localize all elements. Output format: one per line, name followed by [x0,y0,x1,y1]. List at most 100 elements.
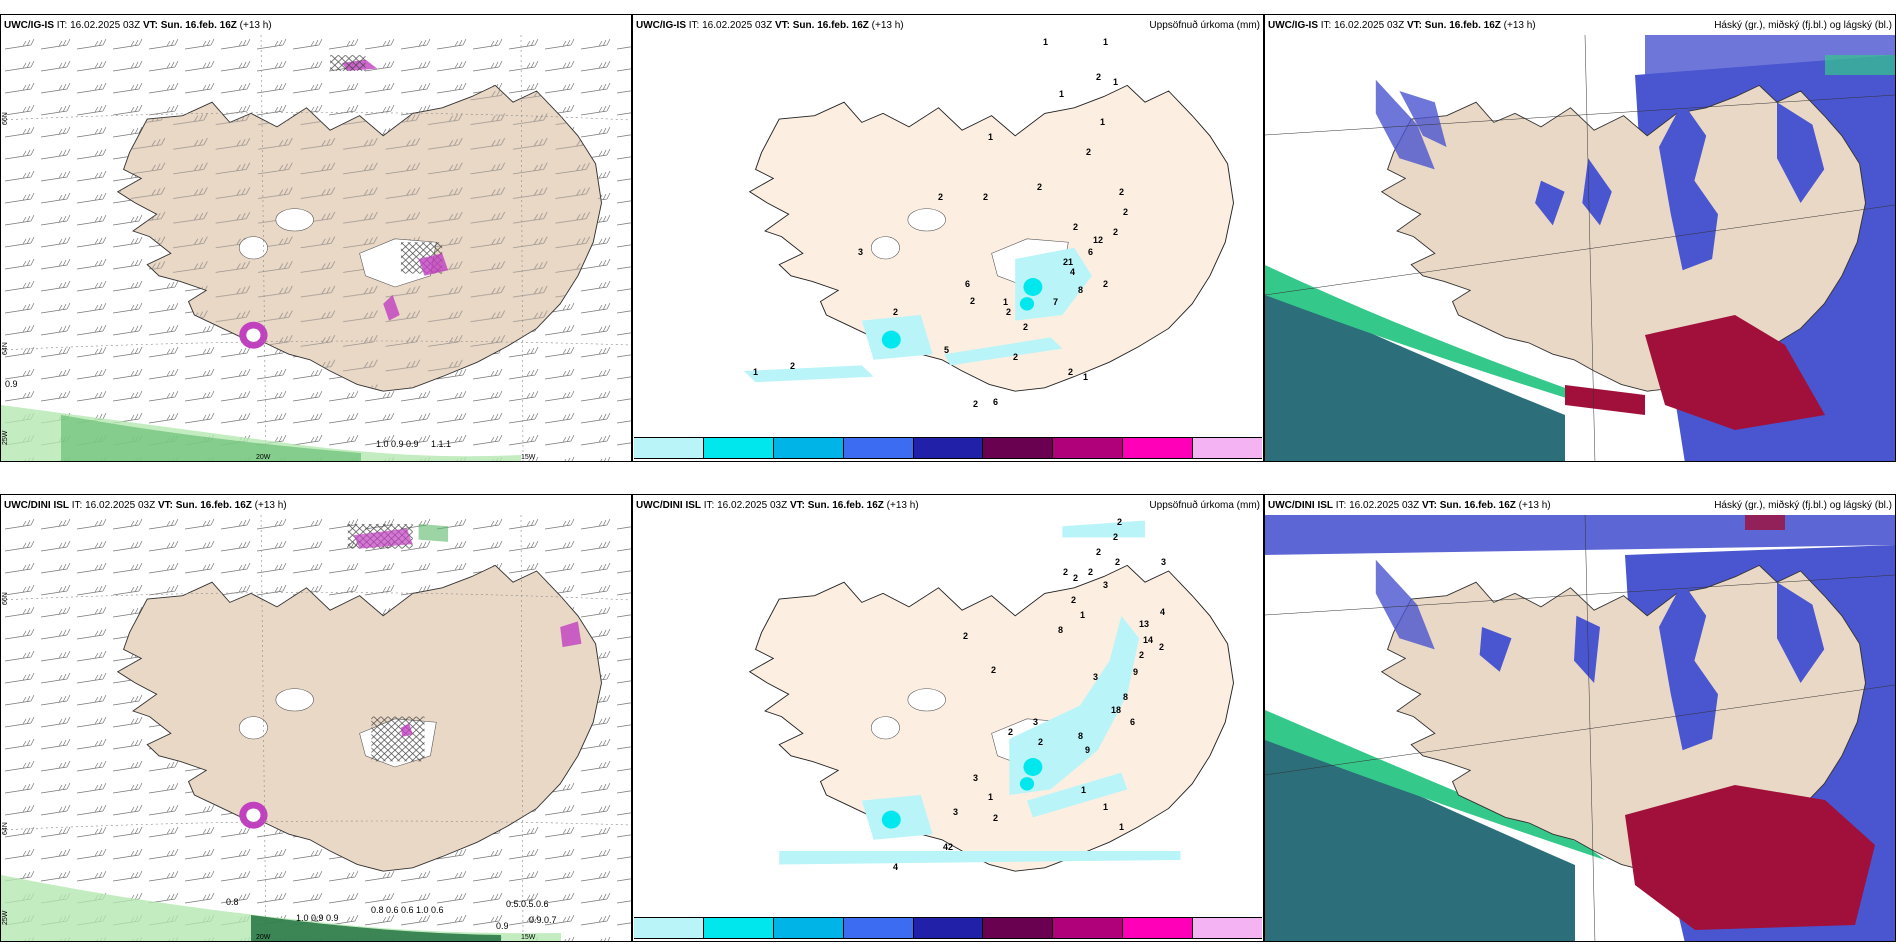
precip-value: 3 [973,773,978,783]
vt-value: Sun. 16.feb. 16Z [1439,500,1516,511]
panel-header: UWC/IG-IS IT: 16.02.2025 03Z VT: Sun. 16… [1268,20,1892,34]
lat-label: 66N [2,592,9,605]
panel-title: Háský (gr.), miðský (fj.bl.) og lágský (… [1714,20,1892,31]
legend-swatch [912,918,983,938]
it-label: IT: [688,20,700,31]
precip-value: 3 [953,807,958,817]
legend-swatch [634,918,703,938]
it-value: 16.02.2025 03Z [85,500,156,511]
lead-time: (+13 h) [1518,500,1551,511]
vt-value: Sun. 16.feb. 16Z [1424,20,1501,31]
precip-value: 1 [988,132,993,142]
precip-value: 2 [938,192,943,202]
precip-value: 2 [790,361,795,371]
precip-value: 2 [1073,222,1078,232]
precip-value: 8 [1078,285,1083,295]
precip-value: 2 [1071,595,1076,605]
it-value: 16.02.2025 03Z [1349,500,1420,511]
panel-header: UWC/DINI ISL IT: 16.02.2025 03Z VT: Sun.… [1268,500,1892,514]
precip-value: 2 [993,813,998,823]
precip-value: 2 [1068,367,1073,377]
precip-value: 6 [1088,247,1093,257]
lat-label: 64N [2,342,9,355]
precip-value: 8 [1058,625,1063,635]
map-area: 2 2 2 2 3 2 2 2 2 3 1 8 4 13 14 2 2 9 3 8 18 9 6 8 2 2 2 2 3 1 3 2 1 3 4 1 1… [633,515,1263,941]
panel-header: UWC/DINI ISL IT: 16.02.2025 03Z VT: Sun.… [636,500,1260,514]
precip-value: 4 [893,862,898,872]
vt-label: VT: [157,500,173,511]
precip-value: 2 [1159,642,1164,652]
it-label: IT: [703,500,715,511]
precip-value: 2 [983,192,988,202]
legend-swatch [772,918,843,938]
precip-value: 5 [944,345,949,355]
it-value: 16.02.2025 03Z [1334,20,1405,31]
precip-value: 2 [893,307,898,317]
legend-swatch [1122,438,1193,458]
bottom-row: UWC/DINI ISL IT: 16.02.2025 03Z VT: Sun.… [0,494,1900,944]
precip-value: 2 [991,665,996,675]
precip-value: 3 [1161,557,1166,567]
precip-value: 2 [963,631,968,641]
panel-header: UWC/DINI ISL IT: 16.02.2025 03Z VT: Sun.… [4,500,628,514]
precip-value: 2 [1123,207,1128,217]
cloud-panel-dini: UWC/DINI ISL IT: 16.02.2025 03Z VT: Sun.… [1264,494,1896,942]
lead-time: (+13 h) [871,20,904,31]
precip-value: 1 [1080,610,1085,620]
panel-title: Uppsöfnuð úrkoma (mm) [1149,500,1260,511]
precip-value: 2 [973,399,978,409]
wind-precip-panel-dini: UWC/DINI ISL IT: 16.02.2025 03Z VT: Sun.… [0,494,632,942]
lat-label: 64N [2,822,9,835]
legend-swatch [1052,438,1123,458]
vt-value: Sun. 16.feb. 16Z [807,500,884,511]
it-label: IT: [71,500,83,511]
band-label-2: 1.1.1 [431,439,451,449]
precip-value: 1 [1100,117,1105,127]
vt-value: Sun. 16.feb. 16Z [160,20,237,31]
lead-time: (+13 h) [1503,20,1536,31]
lon-label: 15W [521,934,536,941]
legend-swatch [842,438,913,458]
precip-value: 1 [1103,37,1108,47]
precip-panel-ig: UWC/IG-IS IT: 16.02.2025 03Z VT: Sun. 16… [632,14,1264,462]
wind-precip-panel-ig: UWC/IG-IS IT: 16.02.2025 03Z VT: Sun. 16… [0,14,632,462]
precip-value: 13 [1139,619,1149,629]
precip-value: 21 [1063,257,1073,267]
precip-value: 3 [1033,717,1038,727]
precip-value: 2 [1038,737,1043,747]
precip-value: 2 [1096,72,1101,82]
precip-panel-dini: UWC/DINI ISL IT: 16.02.2025 03Z VT: Sun.… [632,494,1264,942]
coast-label: 0.8 [226,897,239,907]
legend-swatch [634,438,703,458]
precip-values: 1121111222222221262142876212262223221125 [753,37,1128,450]
precip-value: 6 [965,279,970,289]
it-label: IT: [1335,500,1347,511]
precip-value: 2 [1073,573,1078,583]
precip-value: 2 [1113,532,1118,542]
precip-value: 1 [1083,372,1088,382]
lon-label: 25W [2,430,9,445]
legend-swatch [1192,918,1263,938]
precip-value: 2 [1115,557,1120,567]
precip-value: 1 [1113,77,1118,87]
precip-value: 2 [1117,517,1122,527]
legend-swatch [702,438,773,458]
band-label-2: 0.8 0.6 0.6 1.0 0.6 [371,905,444,915]
precip-value: 1 [1043,37,1048,47]
precip-value: 2 [970,296,975,306]
legend-swatch [982,918,1053,938]
it-label: IT: [56,20,68,31]
vt-label: VT: [789,500,805,511]
map-area [1265,515,1895,941]
band-label-4: 0.9.0.7 [529,915,557,925]
precip-value: 2 [1013,352,1018,362]
model-name: UWC/IG-IS [4,20,54,31]
it-value: 16.02.2025 03Z [70,20,141,31]
precip-value: 18 [1111,705,1121,715]
lat-label: 66N [2,112,9,125]
precip-value: 2 [1023,322,1028,332]
vt-label: VT: [142,20,158,31]
cloud-panel-ig: UWC/IG-IS IT: 16.02.2025 03Z VT: Sun. 16… [1264,14,1896,462]
vt-value: Sun. 16.feb. 16Z [792,20,869,31]
it-value: 16.02.2025 03Z [702,20,773,31]
